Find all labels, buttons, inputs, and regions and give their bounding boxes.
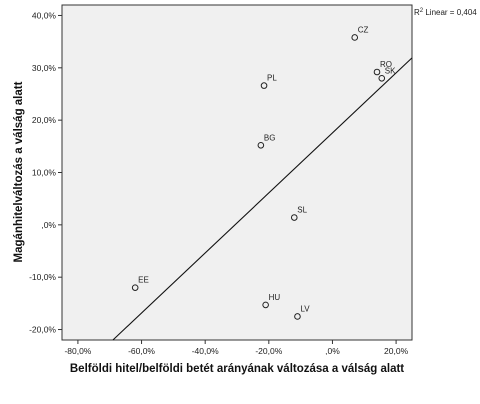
- x-axis-label: Belföldi hitel/belföldi betét arányának …: [70, 363, 404, 375]
- point-label-pl: PL: [267, 74, 277, 83]
- x-tick-label: -20,0%: [255, 346, 282, 356]
- x-tick-label: -80,0%: [64, 346, 91, 356]
- y-tick-label: 10,0%: [32, 168, 57, 178]
- data-point-pl: [260, 82, 268, 89]
- r2-label: R2 Linear = 0,404: [414, 8, 477, 17]
- data-point-cz: [351, 34, 359, 41]
- x-tick-label: 20,0%: [384, 346, 409, 356]
- point-label-lv: LV: [300, 304, 310, 313]
- y-tick-label: -20,0%: [29, 325, 56, 335]
- data-point-ee: [131, 284, 139, 291]
- fit-line: [112, 57, 413, 341]
- y-tick-label: 20,0%: [32, 115, 57, 125]
- point-label-ro: RO: [380, 60, 392, 69]
- x-tick-label: -60,0%: [128, 346, 155, 356]
- y-tick-label: -10,0%: [29, 272, 56, 282]
- data-point-lv: [294, 313, 301, 320]
- point-label-sl: SL: [297, 206, 307, 215]
- y-tick-label: 30,0%: [32, 63, 57, 73]
- data-point-sk: [378, 74, 386, 82]
- point-label-hu: HU: [269, 293, 281, 302]
- point-label-cz: CZ: [358, 25, 369, 34]
- x-tick-label: -40,0%: [192, 346, 219, 356]
- y-tick-label: 40,0%: [32, 10, 57, 20]
- x-axis: -80,0% -60,0% -40,0% -20,0% ,0% 20,0%: [64, 340, 409, 356]
- data-point-sl: [290, 214, 298, 221]
- y-axis-label: Magánhitelváltozás a válság alatt: [13, 81, 25, 262]
- plot-area: [61, 4, 413, 341]
- data-point-hu: [262, 301, 269, 309]
- data-point-ro: [373, 68, 381, 76]
- fit-line-group: [112, 57, 413, 341]
- data-point-bg: [257, 141, 265, 149]
- point-label-sk: SK: [385, 66, 396, 75]
- y-axis: -20,0% -10,0% ,0% 10,0% 20,0% 30,0% 40,0%: [29, 10, 62, 335]
- x-tick-label: ,0%: [325, 346, 340, 356]
- point-label-ee: EE: [138, 276, 149, 285]
- point-label-bg: BG: [264, 133, 276, 142]
- y-tick-label: ,0%: [41, 220, 56, 230]
